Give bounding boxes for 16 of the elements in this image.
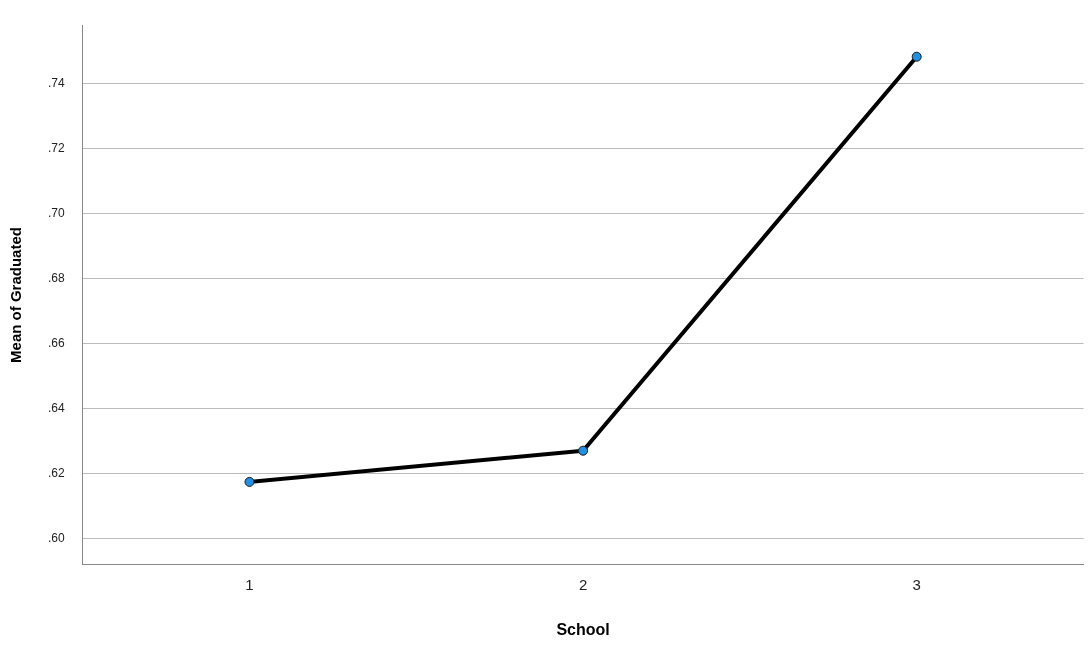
y-tick-label: .68 bbox=[47, 271, 65, 286]
x-tick-label: 2 bbox=[578, 575, 588, 593]
x-tick-label: 3 bbox=[912, 575, 921, 593]
y-axis-title: Mean of Graduated bbox=[7, 227, 25, 363]
y-tick-label: .64 bbox=[47, 401, 65, 416]
y-tick-label: .62 bbox=[47, 466, 65, 481]
y-tick-label: .66 bbox=[47, 336, 65, 351]
point bbox=[244, 476, 255, 487]
x-axis-title: School bbox=[556, 620, 610, 638]
y-tick-label: .60 bbox=[47, 531, 65, 546]
point bbox=[578, 445, 589, 456]
y-tick-label: .74 bbox=[47, 76, 65, 91]
x-tick-label: 1 bbox=[245, 575, 254, 593]
point bbox=[911, 51, 922, 62]
y-tick-label: .70 bbox=[47, 206, 65, 221]
y-tick-label: .72 bbox=[47, 141, 65, 156]
